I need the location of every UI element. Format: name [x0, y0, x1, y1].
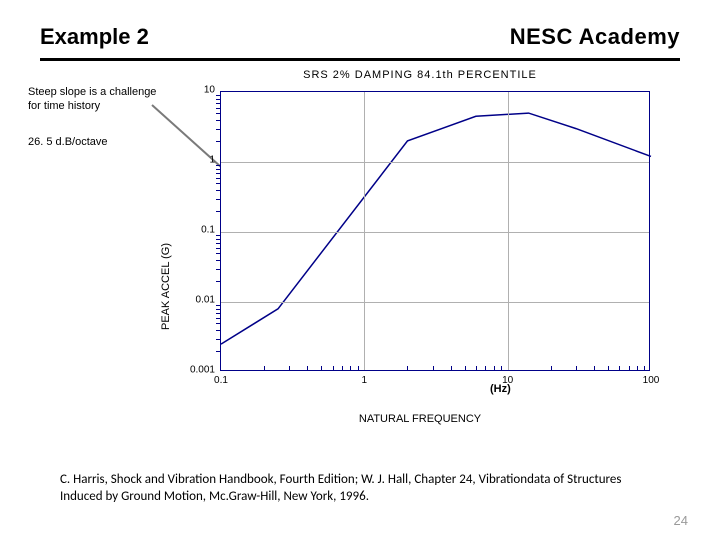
chart-minor-tick-x [576, 366, 577, 371]
chart-xtick-label: 1 [362, 375, 368, 386]
citation-text: C. Harris, Shock and Vibration Handbook,… [60, 472, 660, 506]
chart-minor-tick-y [216, 253, 221, 254]
chart-minor-tick-x [501, 366, 502, 371]
chart-minor-tick-y [216, 99, 221, 100]
chart-xtick-label: 0.1 [214, 375, 228, 386]
chart-minor-tick-x [494, 366, 495, 371]
chart-ytick-label: 1 [209, 155, 221, 166]
chart-minor-tick-x [358, 366, 359, 371]
chart-minor-tick-y [216, 309, 221, 310]
chart-minor-tick-y [216, 318, 221, 319]
chart-title: SRS 2% DAMPING 84.1th PERCENTILE [170, 69, 670, 81]
chart-ytick-label: 0.001 [190, 365, 221, 376]
chart-minor-tick-y [216, 260, 221, 261]
chart-minor-tick-y [216, 323, 221, 324]
chart-plot-region: PEAK ACCEL (G) 0.11101000.0010.010.1110 … [170, 83, 670, 403]
chart-gridline-vertical [364, 92, 365, 370]
chart-minor-tick-y [216, 169, 221, 170]
chart-minor-tick-y [216, 330, 221, 331]
chart-minor-tick-y [216, 95, 221, 96]
hz-overlay: (Hz) [490, 383, 511, 395]
chart-minor-tick-x [644, 366, 645, 371]
chart-minor-tick-x [433, 366, 434, 371]
chart-minor-tick-x [485, 366, 486, 371]
chart-minor-tick-y [216, 178, 221, 179]
chart-minor-tick-x [333, 366, 334, 371]
chart-minor-tick-y [216, 305, 221, 306]
chart-minor-tick-y [216, 120, 221, 121]
chart-xtick-label: 100 [643, 375, 660, 386]
chart-minor-tick-y [216, 190, 221, 191]
chart-minor-tick-x [264, 366, 265, 371]
chart-minor-tick-y [216, 129, 221, 130]
slide-title-right: NESC Academy [510, 24, 680, 50]
chart-minor-tick-x [321, 366, 322, 371]
chart-minor-tick-x [476, 366, 477, 371]
chart-minor-tick-x [619, 366, 620, 371]
srs-chart: SRS 2% DAMPING 84.1th PERCENTILE PEAK AC… [170, 69, 670, 409]
chart-xlabel: NATURAL FREQUENCY [359, 413, 481, 425]
chart-minor-tick-x [350, 366, 351, 371]
chart-axes-box: 0.11101000.0010.010.1110 [220, 91, 650, 371]
chart-minor-tick-y [216, 211, 221, 212]
chart-gridline-horizontal [221, 302, 649, 303]
chart-minor-tick-y [216, 351, 221, 352]
chart-minor-tick-y [216, 269, 221, 270]
chart-minor-tick-y [216, 141, 221, 142]
chart-minor-tick-x [407, 366, 408, 371]
chart-minor-tick-x [289, 366, 290, 371]
chart-gridline-horizontal [221, 162, 649, 163]
chart-minor-tick-y [216, 243, 221, 244]
chart-minor-tick-x [629, 366, 630, 371]
slide-header: Example 2 NESC Academy [0, 0, 720, 58]
chart-minor-tick-x [451, 366, 452, 371]
chart-ylabel: PEAK ACCEL (G) [160, 243, 172, 330]
content-area: Steep slope is a challenge for time hist… [0, 61, 720, 431]
chart-minor-tick-x [637, 366, 638, 371]
chart-minor-tick-y [216, 199, 221, 200]
chart-minor-tick-x [307, 366, 308, 371]
chart-minor-tick-y [216, 339, 221, 340]
chart-minor-tick-y [216, 103, 221, 104]
chart-gridline-horizontal [221, 232, 649, 233]
chart-minor-tick-y [216, 183, 221, 184]
chart-minor-tick-x [551, 366, 552, 371]
chart-minor-tick-x [594, 366, 595, 371]
chart-minor-tick-x [342, 366, 343, 371]
chart-minor-tick-y [216, 281, 221, 282]
chart-minor-tick-y [216, 165, 221, 166]
chart-minor-tick-y [216, 113, 221, 114]
chart-minor-tick-y [216, 239, 221, 240]
chart-minor-tick-y [216, 313, 221, 314]
chart-ytick-label: 0.1 [201, 225, 221, 236]
chart-minor-tick-y [216, 248, 221, 249]
page-number: 24 [674, 513, 688, 528]
chart-curve [221, 92, 649, 370]
chart-minor-tick-y [216, 108, 221, 109]
chart-minor-tick-y [216, 173, 221, 174]
chart-minor-tick-x [465, 366, 466, 371]
chart-ytick-label: 0.01 [196, 295, 221, 306]
slide-title-left: Example 2 [40, 24, 149, 50]
chart-ytick-label: 10 [204, 85, 221, 96]
chart-minor-tick-y [216, 235, 221, 236]
chart-gridline-vertical [508, 92, 509, 370]
chart-minor-tick-x [608, 366, 609, 371]
